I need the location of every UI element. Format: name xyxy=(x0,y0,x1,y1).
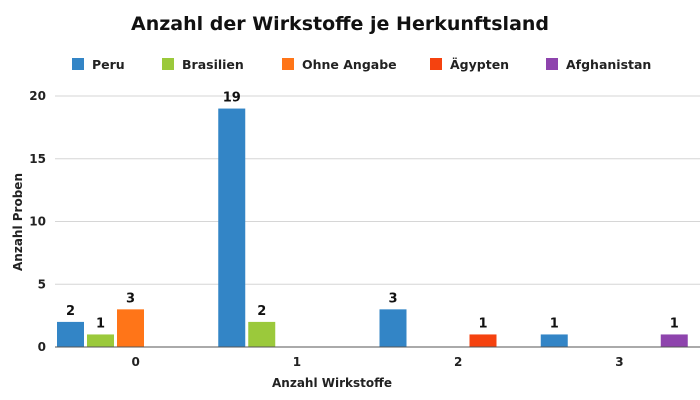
legend-label: Peru xyxy=(92,57,125,72)
legend-label: Ohne Angabe xyxy=(302,57,397,72)
bar xyxy=(660,334,688,347)
legend-swatch xyxy=(72,58,84,70)
bar xyxy=(540,334,568,347)
bar xyxy=(248,321,276,347)
bar xyxy=(57,321,84,347)
bars: 2 19 3 1 1 2 3 1 1 xyxy=(55,91,700,348)
x-tick-label: 1 xyxy=(293,355,301,369)
data-label: 1 xyxy=(478,316,487,331)
x-axis: 0 1 2 3 xyxy=(131,355,623,369)
legend-item: Ohne Angabe xyxy=(282,57,397,72)
data-label: 3 xyxy=(126,291,135,306)
legend-item: Peru xyxy=(72,57,125,72)
legend-item: Ägypten xyxy=(430,57,509,72)
y-axis: 0 5 10 15 20 xyxy=(29,89,46,354)
data-label: 2 xyxy=(66,304,75,319)
legend-label: Ägypten xyxy=(450,57,509,72)
x-tick-label: 0 xyxy=(131,355,139,369)
legend-swatch xyxy=(430,58,442,70)
gridlines xyxy=(55,95,700,285)
data-label: 1 xyxy=(670,316,679,331)
legend-label: Afghanistan xyxy=(566,57,651,72)
y-tick-label: 15 xyxy=(29,152,46,166)
bar xyxy=(218,108,246,347)
data-label: 1 xyxy=(96,316,105,331)
legend-swatch xyxy=(546,58,558,70)
legend-item: Afghanistan xyxy=(546,57,651,72)
data-label: 1 xyxy=(550,316,559,331)
data-label: 2 xyxy=(257,304,266,319)
y-tick-label: 5 xyxy=(38,277,46,291)
y-tick-label: 10 xyxy=(29,215,46,229)
legend-label: Brasilien xyxy=(182,57,244,72)
x-tick-label: 3 xyxy=(615,355,623,369)
bar xyxy=(379,309,407,347)
legend-swatch xyxy=(162,58,174,70)
y-tick-label: 20 xyxy=(29,89,46,103)
legend-item: Brasilien xyxy=(162,57,244,72)
x-axis-label: Anzahl Wirkstoffe xyxy=(272,376,392,390)
bar xyxy=(117,309,144,347)
legend: Peru Brasilien Ohne Angabe Ägypten Afghanist… xyxy=(72,57,651,72)
data-label: 3 xyxy=(388,291,397,306)
chart-title: Anzahl der Wirkstoffe je Herkunftsland xyxy=(131,13,549,35)
y-tick-label: 0 xyxy=(38,340,46,354)
x-tick-label: 2 xyxy=(454,355,462,369)
y-axis-label: Anzahl Proben xyxy=(11,173,25,271)
legend-swatch xyxy=(282,58,294,70)
data-label: 19 xyxy=(223,91,241,106)
bar xyxy=(87,334,114,347)
bar xyxy=(469,334,497,347)
